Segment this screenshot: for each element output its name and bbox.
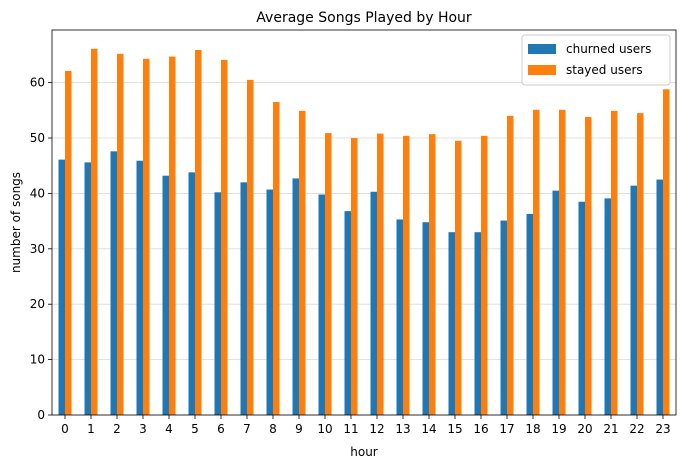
bar-stayed-users-hour-20 — [585, 116, 592, 415]
plot-area-frame — [51, 29, 677, 416]
x-axis-ticks: 0 1 2 3 4 5 6 7 8 9 10 11 12 13 14 15 16 17 18 19 20 21 22 23 — [61, 415, 671, 436]
gridlines — [52, 82, 676, 416]
bar-stayed-users-hour-15 — [455, 140, 462, 415]
bar-churned-users-hour-5 — [188, 172, 195, 415]
x-tick-label: 21 — [603, 422, 618, 436]
bar-churned-users-hour-1 — [84, 162, 91, 415]
x-tick-label: 23 — [655, 422, 670, 436]
y-tick-label: 60 — [30, 76, 45, 90]
bar-stayed-users-hour-6 — [221, 59, 228, 416]
bar-stayed-users-hour-8 — [273, 102, 280, 415]
y-tick-label: 40 — [30, 186, 45, 200]
bar-churned-users-hour-6 — [214, 192, 221, 415]
bar-stayed-users-hour-18 — [533, 109, 540, 416]
bar-stayed-users-hour-12 — [377, 133, 384, 415]
bar-stayed-users-hour-21 — [611, 110, 618, 416]
bars — [58, 48, 670, 416]
bar-stayed-users-hour-14 — [429, 134, 436, 415]
bar-stayed-users-hour-4 — [169, 56, 176, 415]
bar-churned-users-hour-18 — [526, 213, 533, 415]
bar-stayed-users-hour-5 — [195, 49, 202, 416]
bar-churned-users-hour-16 — [474, 232, 481, 415]
bar-churned-users-hour-4 — [162, 175, 169, 415]
x-tick-label: 20 — [577, 422, 592, 436]
x-tick-label: 6 — [217, 422, 225, 436]
bar-churned-users-hour-23 — [656, 179, 663, 415]
x-tick-label: 4 — [165, 422, 173, 436]
x-tick-label: 7 — [243, 422, 251, 436]
bar-stayed-users-hour-19 — [559, 109, 566, 416]
legend-label-churned-users: churned users — [566, 42, 651, 56]
bar-stayed-users-hour-1 — [91, 48, 98, 415]
bar-churned-users-hour-20 — [578, 201, 585, 415]
x-tick-label: 2 — [113, 422, 121, 436]
y-tick-label: 30 — [30, 242, 45, 256]
bar-churned-users-hour-10 — [318, 194, 325, 415]
y-tick-label: 0 — [37, 408, 45, 422]
bar-churned-users-hour-2 — [110, 151, 117, 416]
x-tick-label: 0 — [61, 422, 69, 436]
bar-stayed-users-hour-7 — [247, 79, 254, 416]
bar-churned-users-hour-15 — [448, 232, 455, 415]
x-tick-label: 5 — [191, 422, 199, 436]
y-tick-label: 10 — [30, 353, 45, 367]
y-axis-label: number of songs — [9, 172, 23, 273]
bar-stayed-users-hour-3 — [143, 58, 150, 415]
bar-churned-users-hour-9 — [292, 178, 299, 415]
bar-churned-users-hour-13 — [396, 219, 403, 415]
x-tick-label: 9 — [295, 422, 303, 436]
bar-churned-users-hour-7 — [240, 182, 247, 415]
bar-churned-users-hour-3 — [136, 160, 143, 415]
x-tick-label: 22 — [629, 422, 644, 436]
bar-stayed-users-hour-11 — [351, 138, 358, 415]
x-tick-label: 12 — [369, 422, 384, 436]
bar-stayed-users-hour-0 — [65, 70, 72, 416]
bar-stayed-users-hour-23 — [663, 89, 670, 416]
legend-frame — [521, 34, 671, 86]
x-axis-label: hour — [350, 445, 378, 459]
x-tick-label: 14 — [421, 422, 436, 436]
x-tick-label: 18 — [525, 422, 540, 436]
bar-churned-users-hour-0 — [58, 159, 65, 415]
bar-churned-users-hour-21 — [604, 198, 611, 415]
x-tick-label: 10 — [317, 422, 332, 436]
legend: churned users stayed users — [521, 34, 671, 86]
x-tick-label: 1 — [87, 422, 95, 436]
legend-swatch-stayed-users — [528, 65, 556, 75]
legend-swatch-churned-users — [528, 44, 556, 54]
bar-churned-users-hour-11 — [344, 211, 351, 415]
x-tick-label: 16 — [473, 422, 488, 436]
bar-stayed-users-hour-22 — [637, 113, 644, 415]
y-tick-label: 20 — [30, 297, 45, 311]
x-tick-label: 8 — [269, 422, 277, 436]
bar-churned-users-hour-22 — [630, 185, 637, 415]
bar-stayed-users-hour-16 — [481, 135, 488, 415]
x-tick-label: 3 — [139, 422, 147, 436]
y-axis-ticks: 0 10 20 30 40 50 60 — [30, 76, 52, 422]
bar-churned-users-hour-17 — [500, 220, 507, 415]
x-tick-label: 15 — [447, 422, 462, 436]
legend-label-stayed-users: stayed users — [566, 63, 643, 77]
x-tick-label: 13 — [395, 422, 410, 436]
chart-title: Average Songs Played by Hour — [256, 10, 472, 26]
x-tick-label: 17 — [499, 422, 514, 436]
bar-churned-users-hour-19 — [552, 190, 559, 415]
bar-churned-users-hour-8 — [266, 189, 273, 415]
y-tick-label: 50 — [30, 131, 45, 145]
bar-stayed-users-hour-2 — [117, 53, 124, 416]
bar-stayed-users-hour-10 — [325, 133, 332, 416]
x-tick-label: 19 — [551, 422, 566, 436]
bar-stayed-users-hour-13 — [403, 135, 410, 415]
bar-churned-users-hour-14 — [422, 222, 429, 415]
x-tick-label: 11 — [343, 422, 358, 436]
bar-stayed-users-hour-17 — [507, 115, 514, 415]
bar-churned-users-hour-12 — [370, 191, 377, 415]
bar-stayed-users-hour-9 — [299, 110, 306, 416]
